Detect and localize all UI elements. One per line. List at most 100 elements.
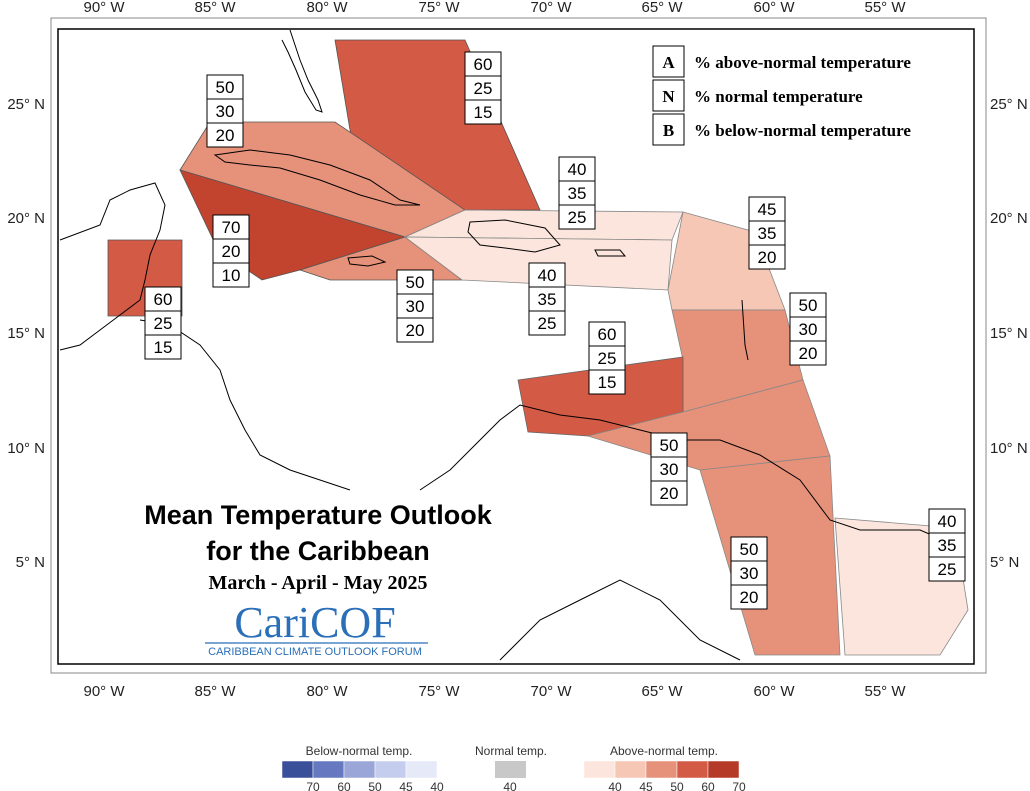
key: A N B % above-normal temperature % norma…: [652, 45, 911, 146]
jamaica-coastline: [347, 255, 387, 267]
prob-cell: [396, 269, 434, 295]
prob-value-b: 20: [740, 588, 759, 607]
key-text-above: % above-normal temperature: [694, 53, 911, 72]
prob-cell: [206, 122, 244, 148]
prob-value-a: 60: [598, 325, 617, 344]
prob-value-a: 60: [154, 290, 173, 309]
legend-above-swatch: [645, 760, 678, 779]
prob-cell: [789, 340, 827, 366]
prob-box-northern-leewards: 45 35 20: [748, 196, 786, 270]
prob-cell: [528, 262, 566, 288]
prob-value-n: 25: [474, 79, 493, 98]
prob-cell: [588, 345, 626, 371]
prob-value-b: 15: [474, 103, 493, 122]
prob-value-a: 50: [660, 436, 679, 455]
lat-label-left: 20° N: [7, 210, 45, 227]
prob-box-hispaniola-north: 40 35 25: [558, 156, 596, 230]
lon-label-top: 90° W: [83, 0, 125, 16]
legend-below-swatch: [343, 760, 376, 779]
lon-label-bottom: 75° W: [418, 683, 460, 700]
prob-cell: [396, 317, 434, 343]
prob-cell: [650, 432, 688, 458]
prob-box-bahamas: 60 25 15: [464, 51, 502, 125]
prob-value-a: 40: [568, 160, 587, 179]
lat-label-right: 20° N: [990, 210, 1028, 227]
legend-normal-tick: 40: [503, 780, 517, 791]
prob-cell: [650, 480, 688, 506]
prob-box-cuba: 50 30 20: [206, 74, 244, 148]
legend-below-swatch: [281, 760, 314, 779]
legend-above-tick: 40: [608, 780, 622, 791]
prob-cell: [464, 99, 502, 125]
prob-cell: [212, 262, 250, 288]
prob-value-b: 10: [222, 266, 241, 285]
lon-label-bottom: 70° W: [530, 683, 572, 700]
legend-above-swatch: [614, 760, 647, 779]
lesser-antilles-chain: [741, 299, 749, 361]
prob-cell: [588, 321, 626, 347]
prob-value-n: 35: [568, 184, 587, 203]
prob-cell: [144, 334, 182, 360]
title-block: Mean Temperature Outlook for the Caribbe…: [144, 500, 493, 658]
lon-label-top: 70° W: [530, 0, 572, 16]
lat-label-left: 10° N: [7, 440, 45, 457]
central-america-coastline: [139, 319, 351, 491]
legend-below-tick: 50: [368, 780, 382, 791]
florida-coastline: [281, 29, 323, 113]
prob-cell: [730, 536, 768, 562]
prob-value-b: 20: [660, 484, 679, 503]
legend-above-label: Above-normal temp.: [610, 744, 718, 758]
key-text-below: % below-normal temperature: [694, 121, 911, 140]
lat-label-right: 10° N: [990, 440, 1028, 457]
prob-value-n: 30: [660, 460, 679, 479]
legend-normal-swatch: [495, 761, 526, 778]
legend-below-tick: 40: [430, 780, 444, 791]
prob-box-windwards: 50 30 20: [789, 292, 827, 366]
lon-label-top: 85° W: [194, 0, 236, 16]
outer-frame: [50, 17, 987, 674]
lat-label-left: 15° N: [7, 325, 45, 342]
legend-above-swatch: [707, 760, 740, 779]
prob-cell: [928, 532, 966, 558]
top-longitude-labels: 90° W 85° W 80° W 75° W 70° W 65° W 60° …: [83, 0, 906, 16]
lat-label-right: 25° N: [990, 96, 1028, 113]
lon-label-bottom: 55° W: [864, 683, 906, 700]
lat-label-right: 15° N: [990, 325, 1028, 342]
lon-label-bottom: 80° W: [306, 683, 348, 700]
prob-cell: [730, 584, 768, 610]
title-line-2: for the Caribbean: [206, 536, 430, 566]
prob-box-suriname-guiana: 40 35 25: [928, 508, 966, 582]
prob-value-n: 35: [538, 290, 557, 309]
lon-label-top: 80° W: [306, 0, 348, 16]
prob-value-b: 25: [938, 560, 957, 579]
logo-subtitle: CARIBBEAN CLIMATE OUTLOOK FORUM: [208, 646, 422, 658]
lon-label-top: 55° W: [864, 0, 906, 16]
prob-value-b: 20: [758, 248, 777, 267]
lon-label-top: 75° W: [418, 0, 460, 16]
prob-value-n: 30: [799, 320, 818, 339]
key-letter-a: A: [662, 53, 675, 72]
legend-below-tick: 60: [337, 780, 351, 791]
legend-above-swatch: [676, 760, 709, 779]
prob-box-jamaica: 50 30 20: [396, 269, 434, 343]
prob-value-n: 35: [758, 224, 777, 243]
hispaniola-coastline: [467, 219, 561, 253]
lon-label-top: 65° W: [641, 0, 683, 16]
prob-cell: [558, 156, 596, 182]
title-line-1: Mean Temperature Outlook: [144, 500, 493, 530]
mexico-coastline: [59, 182, 166, 351]
prob-value-n: 35: [938, 536, 957, 555]
prob-value-b: 20: [799, 344, 818, 363]
key-box-n: [652, 79, 685, 112]
legend-swatches: 70 60 50 45 40 40 45 50 60 70 40: [281, 760, 746, 791]
legend-below-swatch: [374, 760, 407, 779]
prob-value-n: 20: [222, 242, 241, 261]
probability-boxes: 60 25 15 50 30 20 70 20 10 60 25 15 50 30 20 40 35 25 40 35…: [144, 51, 966, 610]
lon-label-bottom: 85° W: [194, 683, 236, 700]
legend-above-swatch: [583, 760, 616, 779]
prob-cell: [464, 75, 502, 101]
legend-below-tick: 45: [399, 780, 413, 791]
prob-cell: [748, 220, 786, 246]
prob-value-n: 25: [598, 349, 617, 368]
puerto-rico-coastline: [594, 249, 627, 257]
